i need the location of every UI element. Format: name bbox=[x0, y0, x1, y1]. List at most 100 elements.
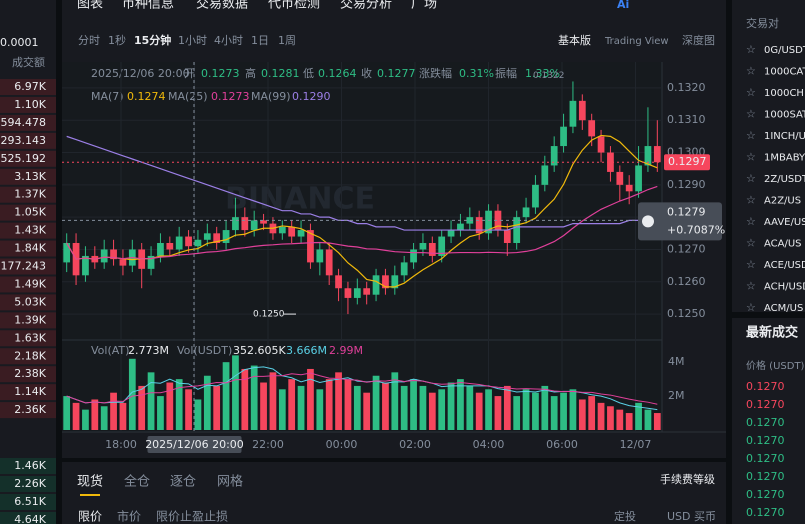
tab[interactable]: 代币检测 bbox=[268, 0, 320, 12]
pair[interactable]: AAVE/US bbox=[764, 217, 805, 228]
depth-bar bbox=[0, 79, 56, 95]
action-link[interactable]: 定投 bbox=[614, 509, 636, 523]
order-type[interactable]: 市价 bbox=[117, 509, 141, 524]
pair[interactable]: ACM/US bbox=[764, 303, 803, 314]
pair[interactable]: 1INCH/U bbox=[764, 131, 805, 142]
price-step[interactable]: 0.0001 bbox=[0, 36, 39, 49]
candle-body bbox=[494, 210, 502, 231]
candle-body bbox=[569, 100, 577, 127]
volume-bar bbox=[541, 385, 549, 430]
sell-amount: 2.18K bbox=[14, 349, 46, 362]
depth-bar bbox=[0, 366, 56, 383]
interval[interactable]: 1秒 bbox=[108, 33, 126, 47]
volume-bar bbox=[419, 385, 427, 430]
view-tab[interactable]: 基本版 bbox=[558, 33, 591, 47]
pair[interactable]: ACA/US bbox=[764, 239, 802, 250]
tab[interactable]: 交易数据 bbox=[196, 0, 248, 12]
y-tick-label: 0.1310 bbox=[667, 113, 706, 126]
volume-bar bbox=[175, 379, 183, 430]
volume-bar bbox=[560, 392, 567, 430]
volume-bar bbox=[522, 389, 530, 430]
pair[interactable]: 2Z/USDT bbox=[764, 174, 805, 185]
trade-price: 0.1270 bbox=[746, 398, 785, 411]
volume-bar bbox=[185, 389, 192, 430]
order-type[interactable]: 限价止盈止损 bbox=[156, 510, 228, 524]
sell-amount: 1.05K bbox=[14, 206, 46, 219]
candle-body bbox=[353, 288, 361, 298]
ohlc-info: 0.1264 bbox=[318, 67, 357, 80]
pair[interactable]: ACH/USD bbox=[764, 282, 805, 293]
interval[interactable]: 1小时 bbox=[178, 34, 207, 47]
volume-bar bbox=[241, 368, 249, 430]
ohlc-info: 涨跌幅 bbox=[419, 66, 452, 80]
candle-body bbox=[503, 230, 511, 244]
ohlc-info: 0.31% bbox=[459, 67, 494, 80]
volume-bar bbox=[344, 379, 352, 430]
interval[interactable]: 4小时 bbox=[214, 34, 243, 47]
candle-body bbox=[166, 243, 174, 250]
action-link[interactable]: USD 买币 bbox=[667, 510, 716, 523]
depth-bar bbox=[0, 96, 56, 113]
interval[interactable]: 15分钟 bbox=[134, 33, 171, 47]
tab[interactable]: 币种信息 bbox=[122, 0, 174, 12]
view-tab[interactable]: Trading View bbox=[604, 36, 669, 47]
x-tick-label: 00:00 bbox=[326, 438, 358, 451]
sell-amount: 293.143 bbox=[1, 134, 47, 147]
volume-bar bbox=[213, 385, 221, 430]
order-type[interactable]: 限价 bbox=[78, 510, 102, 524]
trade-tab[interactable]: 现货 bbox=[77, 474, 103, 490]
pair[interactable]: A2Z/US bbox=[764, 196, 801, 207]
ohlc-info: 收 bbox=[361, 66, 372, 80]
volume-bar bbox=[100, 406, 108, 430]
depth-bar bbox=[0, 330, 56, 347]
tab[interactable]: 广场 bbox=[411, 0, 437, 12]
depth-bar bbox=[0, 512, 56, 524]
tab[interactable]: 图表 bbox=[77, 0, 103, 12]
pair[interactable]: 1000CHI bbox=[764, 88, 805, 99]
interval[interactable]: 1周 bbox=[278, 34, 296, 47]
pair[interactable]: 1MBABY bbox=[764, 153, 805, 164]
x-tick-label: 04:00 bbox=[473, 438, 505, 451]
tab[interactable]: 交易分析 bbox=[340, 0, 392, 12]
ma-legend-value: 0.1290 bbox=[292, 90, 331, 103]
pair[interactable]: 0G/USDT bbox=[764, 45, 805, 56]
buy-amount: 1.46K bbox=[14, 459, 46, 472]
volume-bar bbox=[503, 385, 511, 430]
crosshair-tag bbox=[638, 202, 722, 241]
volume-bar bbox=[653, 413, 661, 430]
interval[interactable]: 1日 bbox=[251, 34, 269, 47]
pair[interactable]: 1000SAT bbox=[764, 110, 805, 121]
depth-bar bbox=[0, 494, 56, 510]
candle-body bbox=[522, 207, 530, 218]
trade-tab[interactable]: 全仓 bbox=[124, 474, 150, 490]
ohlc-info: 2025/12/06 20:00 bbox=[91, 67, 190, 80]
volume-bar bbox=[353, 385, 361, 430]
volume-bar bbox=[569, 389, 577, 430]
star: ☆ bbox=[746, 172, 756, 185]
view-tab[interactable]: 深度图 bbox=[682, 33, 715, 47]
star: ☆ bbox=[746, 108, 756, 121]
volume-bar bbox=[269, 372, 277, 430]
volume-bar bbox=[607, 406, 614, 430]
interval[interactable]: 分时 bbox=[78, 34, 100, 47]
pair[interactable]: 1000CAT bbox=[764, 67, 805, 78]
trade-tab[interactable]: 逐仓 bbox=[170, 475, 196, 490]
ohlc-info: 0.1281 bbox=[261, 67, 300, 80]
candle-body bbox=[597, 136, 605, 153]
high-label: 0.1322 bbox=[533, 71, 565, 81]
candle-body bbox=[344, 288, 352, 298]
volume-ma bbox=[66, 372, 658, 405]
candle-body bbox=[241, 217, 249, 231]
add-button[interactable] bbox=[642, 215, 654, 228]
fee-link[interactable]: 手续费等级 bbox=[660, 472, 715, 486]
trade-tab[interactable]: 网格 bbox=[217, 474, 243, 490]
candle-body bbox=[175, 236, 183, 250]
sell-amount: 1.43K bbox=[14, 224, 46, 237]
y-tick-label: 0.1260 bbox=[667, 275, 706, 288]
candle-body bbox=[541, 165, 549, 185]
ohlc-info: 开 bbox=[184, 67, 195, 80]
candle-body bbox=[100, 249, 108, 263]
volume-legend: Vol(USDT) bbox=[177, 344, 232, 357]
candle-body bbox=[63, 243, 71, 263]
pair[interactable]: ACE/USD bbox=[764, 260, 805, 271]
